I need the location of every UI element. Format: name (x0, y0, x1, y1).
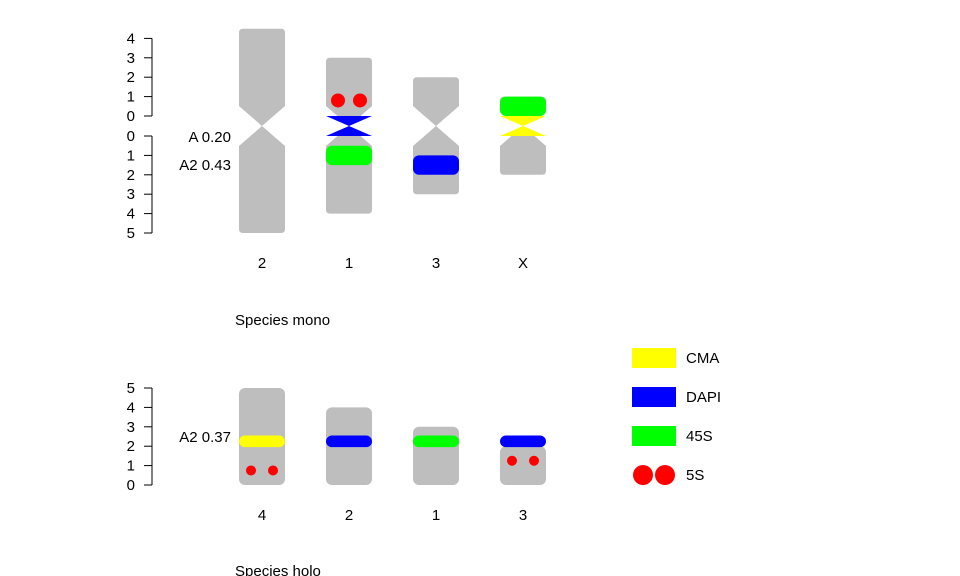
y-tick-label: 5 (127, 380, 135, 397)
y-tick-label: 1 (127, 89, 135, 106)
chromosome-1 (326, 57, 372, 214)
y-tick-label: 3 (127, 186, 135, 203)
band-45S (413, 435, 459, 448)
chromosome-name: 3 (432, 255, 440, 272)
y-tick-label: 5 (127, 225, 135, 242)
legend-label-45s: 45S (686, 428, 713, 445)
band-DAPI (413, 155, 459, 175)
legend-swatch-45s (632, 426, 676, 446)
legend-swatch-dapi (632, 387, 676, 407)
legend-label-cma: CMA (686, 350, 719, 367)
panel-holocentric: 0 1 2 3 4 5 A2 0.37 4 2 1 3 Species holo (127, 380, 546, 576)
chromosome-name: 2 (258, 255, 266, 272)
5s-signal (246, 465, 256, 476)
chromosome-4 (239, 388, 285, 485)
chromosome-name: 4 (258, 507, 266, 524)
chromosome-name: 3 (519, 507, 527, 524)
y-tick-label: 1 (127, 458, 135, 475)
chromosome-3 (500, 435, 546, 485)
panel-monocentric: 0 1 2 3 4 0 1 2 3 4 5 A 0.20 A2 0.43 2 1 3 X Species mono (127, 28, 546, 329)
short-arm (239, 28, 285, 127)
5s-signal (331, 93, 345, 108)
band-DAPI (326, 435, 372, 448)
index-a: A 0.20 (188, 129, 231, 146)
band-DAPI (500, 435, 546, 448)
y-tick-label: 0 (127, 128, 135, 145)
long-arm (239, 126, 285, 233)
y-tick-label: 1 (127, 147, 135, 164)
panel-title: Species mono (235, 312, 330, 329)
y-tick-label: 4 (127, 399, 135, 416)
y-tick-label: 0 (127, 477, 135, 494)
y-tick-label: 3 (127, 50, 135, 67)
chromosome-X (500, 96, 546, 175)
band-CMA (239, 435, 285, 448)
band-45S (500, 96, 546, 116)
short-arm (413, 77, 459, 126)
chromosome-1 (413, 426, 459, 485)
y-tick-label: 3 (127, 419, 135, 436)
long-arm (500, 126, 546, 175)
legend-swatch-5s (633, 465, 653, 485)
legend-swatch-cma (632, 348, 676, 368)
chromosome-name: X (518, 255, 528, 272)
legend-label-dapi: DAPI (686, 389, 721, 406)
centromere-mark-DAPI (326, 116, 372, 126)
index-a2: A2 0.37 (179, 429, 231, 446)
chromosome-name: 1 (345, 255, 353, 272)
5s-signal (353, 93, 367, 108)
y-tick-label: 0 (127, 108, 135, 125)
chromosome-name: 1 (432, 507, 440, 524)
chromosome-2 (326, 407, 372, 485)
chromosome-body (500, 446, 546, 485)
y-tick-label: 4 (127, 30, 135, 47)
short-arm (326, 57, 372, 126)
5s-signal (529, 455, 539, 466)
legend: CMA DAPI 45S 5S (632, 348, 721, 485)
legend-swatch-5s (655, 465, 675, 485)
chromosome-3 (413, 77, 459, 195)
y-tick-label: 2 (127, 167, 135, 184)
centromere-mark-DAPI (326, 126, 372, 136)
chromosome-name: 2 (345, 507, 353, 524)
index-a2: A2 0.43 (179, 157, 231, 174)
5s-signal (507, 455, 517, 466)
long-arm (326, 126, 372, 214)
y-tick-label: 2 (127, 69, 135, 86)
y-tick-label: 2 (127, 438, 135, 455)
chromosome-2 (239, 28, 285, 233)
y-tick-label: 4 (127, 206, 135, 223)
5s-signal (268, 465, 278, 476)
band-45S (326, 145, 372, 166)
centromere-mark-CMA (500, 116, 546, 126)
legend-label-5s: 5S (686, 467, 704, 484)
centromere-mark-CMA (500, 126, 546, 136)
panel-title: Species holo (235, 563, 321, 576)
